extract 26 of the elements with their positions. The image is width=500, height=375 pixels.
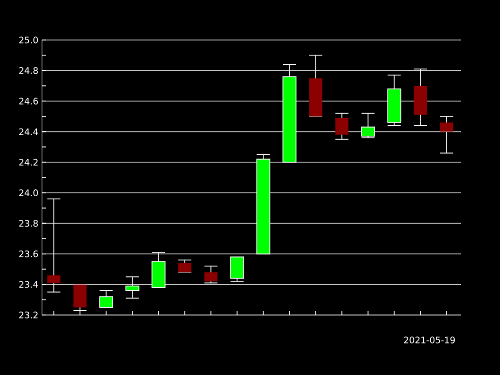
candlestick <box>152 252 166 288</box>
candlestick <box>125 276 140 299</box>
y-tick-label: 24.6 <box>19 98 38 104</box>
y-tick-label: 23.4 <box>19 281 38 288</box>
candlestick <box>46 198 61 292</box>
y-tick-label: 23.6 <box>19 250 38 258</box>
y-tick-label: 24.0 <box>19 189 38 196</box>
candlestick <box>440 116 454 154</box>
candlestick <box>178 260 192 273</box>
candlestick <box>308 54 323 117</box>
candlestick <box>361 112 375 138</box>
y-tick-label: 25.0 <box>19 36 38 44</box>
candlestick <box>256 154 270 254</box>
text: 2021-05-19 <box>404 336 455 344</box>
candlestick <box>387 74 402 126</box>
y-tick-label: 24.2 <box>19 158 38 166</box>
y-tick-label: 24.4 <box>19 128 38 135</box>
candlestick <box>99 290 114 308</box>
y-tick-label: 23.8 <box>19 220 38 227</box>
candlestick <box>204 266 218 284</box>
candlestick <box>282 64 296 163</box>
y-tick-label: 24.8 <box>19 67 38 74</box>
y-tick-label: 23.2 <box>19 312 38 318</box>
candlestick <box>230 256 244 282</box>
candlestick <box>413 68 428 126</box>
candlestick <box>334 112 349 140</box>
